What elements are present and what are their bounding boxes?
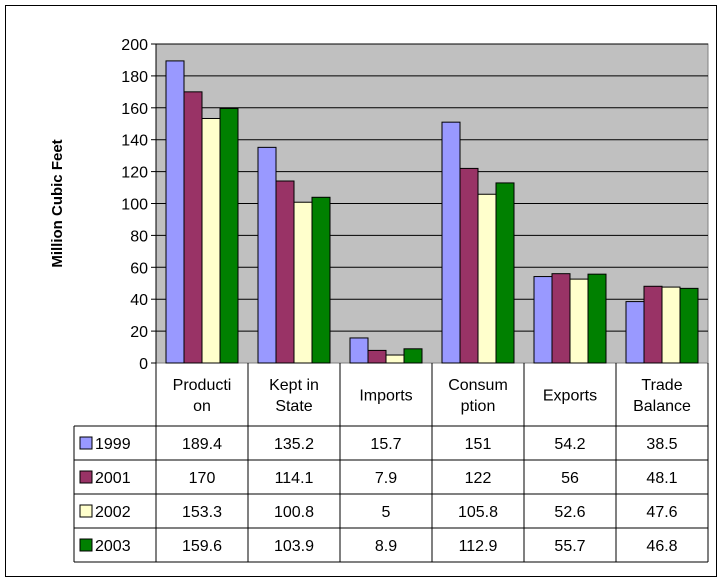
y-tick-label: 100 xyxy=(121,197,148,214)
y-tick-label: 140 xyxy=(121,133,148,150)
y-tick-label: 180 xyxy=(121,69,148,86)
bar-2001-1 xyxy=(275,180,295,364)
y-tick-label: 200 xyxy=(121,37,148,54)
legend-label: 1999 xyxy=(95,436,131,453)
legend-key-2002 xyxy=(79,504,93,518)
data-table-value: 112.9 xyxy=(459,538,498,555)
data-table-value: 153.3 xyxy=(182,504,222,521)
y-tick-label: 20 xyxy=(130,324,148,341)
legend-label: 2003 xyxy=(95,538,131,555)
data-table-value: 122 xyxy=(465,470,492,487)
bar-2002-3 xyxy=(477,193,497,364)
data-table-value: 170 xyxy=(189,470,216,487)
data-table-value: 103.9 xyxy=(274,538,314,555)
legend-key-1999 xyxy=(79,436,93,450)
category-label: ption xyxy=(461,398,496,415)
data-table-value: 56 xyxy=(561,470,579,487)
bar-1999-2 xyxy=(349,337,369,364)
data-table-value: 54.2 xyxy=(554,436,585,453)
bar-2003-1 xyxy=(311,196,331,364)
y-tick-label: 40 xyxy=(130,292,148,309)
bar-1999-3 xyxy=(441,121,461,364)
data-table-value: 48.1 xyxy=(646,470,677,487)
category-label: State xyxy=(275,398,312,415)
bar-2002-4 xyxy=(569,278,589,364)
bar-2002-5 xyxy=(661,286,681,364)
y-tick-label: 0 xyxy=(139,356,148,373)
bar-2001-0 xyxy=(183,91,203,364)
category-label: Producti xyxy=(173,377,232,394)
category-label: Consum xyxy=(448,377,508,394)
bar-1999-5 xyxy=(625,301,645,364)
data-table-value: 159.6 xyxy=(182,538,222,555)
category-label: Imports xyxy=(359,388,412,405)
data-table-value: 5 xyxy=(382,504,391,521)
legend-key-2003 xyxy=(79,538,93,552)
bar-2003-4 xyxy=(587,273,607,364)
data-table-value: 114.1 xyxy=(275,470,314,487)
data-table-value: 100.8 xyxy=(274,504,314,521)
y-tick-label: 160 xyxy=(121,101,148,118)
data-table-value: 189.4 xyxy=(182,436,222,453)
data-table-value: 47.6 xyxy=(646,504,677,521)
data-table-value: 105.8 xyxy=(458,504,498,521)
bar-2001-5 xyxy=(643,285,663,364)
legend-label: 2001 xyxy=(95,470,131,487)
data-table-value: 46.8 xyxy=(646,538,677,555)
bar-2002-1 xyxy=(293,201,313,364)
bar-2001-3 xyxy=(459,167,479,364)
data-table-value: 38.5 xyxy=(646,436,677,453)
category-label: on xyxy=(193,398,211,415)
bar-1999-1 xyxy=(257,146,277,364)
data-table-value: 151 xyxy=(465,436,492,453)
bar-2003-5 xyxy=(679,287,699,364)
bar-2003-2 xyxy=(403,348,423,364)
y-tick-label: 80 xyxy=(130,228,148,245)
data-table-value: 7.9 xyxy=(375,470,397,487)
bar-2003-3 xyxy=(495,182,515,364)
data-table-value: 135.2 xyxy=(274,436,314,453)
category-label: Balance xyxy=(633,398,691,415)
category-label: Trade xyxy=(641,377,682,394)
bar-2002-2 xyxy=(385,354,405,364)
category-label: Exports xyxy=(543,388,597,405)
y-axis-label: Million Cubic Feet xyxy=(49,139,66,267)
legend-key-2001 xyxy=(79,470,93,484)
data-table-value: 55.7 xyxy=(554,538,585,555)
data-table-value: 52.6 xyxy=(554,504,585,521)
legend-label: 2002 xyxy=(95,504,131,521)
y-tick-label: 120 xyxy=(121,165,148,182)
category-label: Kept in xyxy=(269,377,319,394)
bar-1999-0 xyxy=(165,60,185,364)
y-tick-label: 60 xyxy=(130,260,148,277)
bar-2002-0 xyxy=(201,117,221,364)
bar-2003-0 xyxy=(219,107,239,364)
data-table-value: 8.9 xyxy=(375,538,397,555)
data-table-value: 15.7 xyxy=(370,436,401,453)
bar-1999-4 xyxy=(533,276,553,364)
bar-2001-4 xyxy=(551,273,571,364)
bar-2001-2 xyxy=(367,349,387,364)
